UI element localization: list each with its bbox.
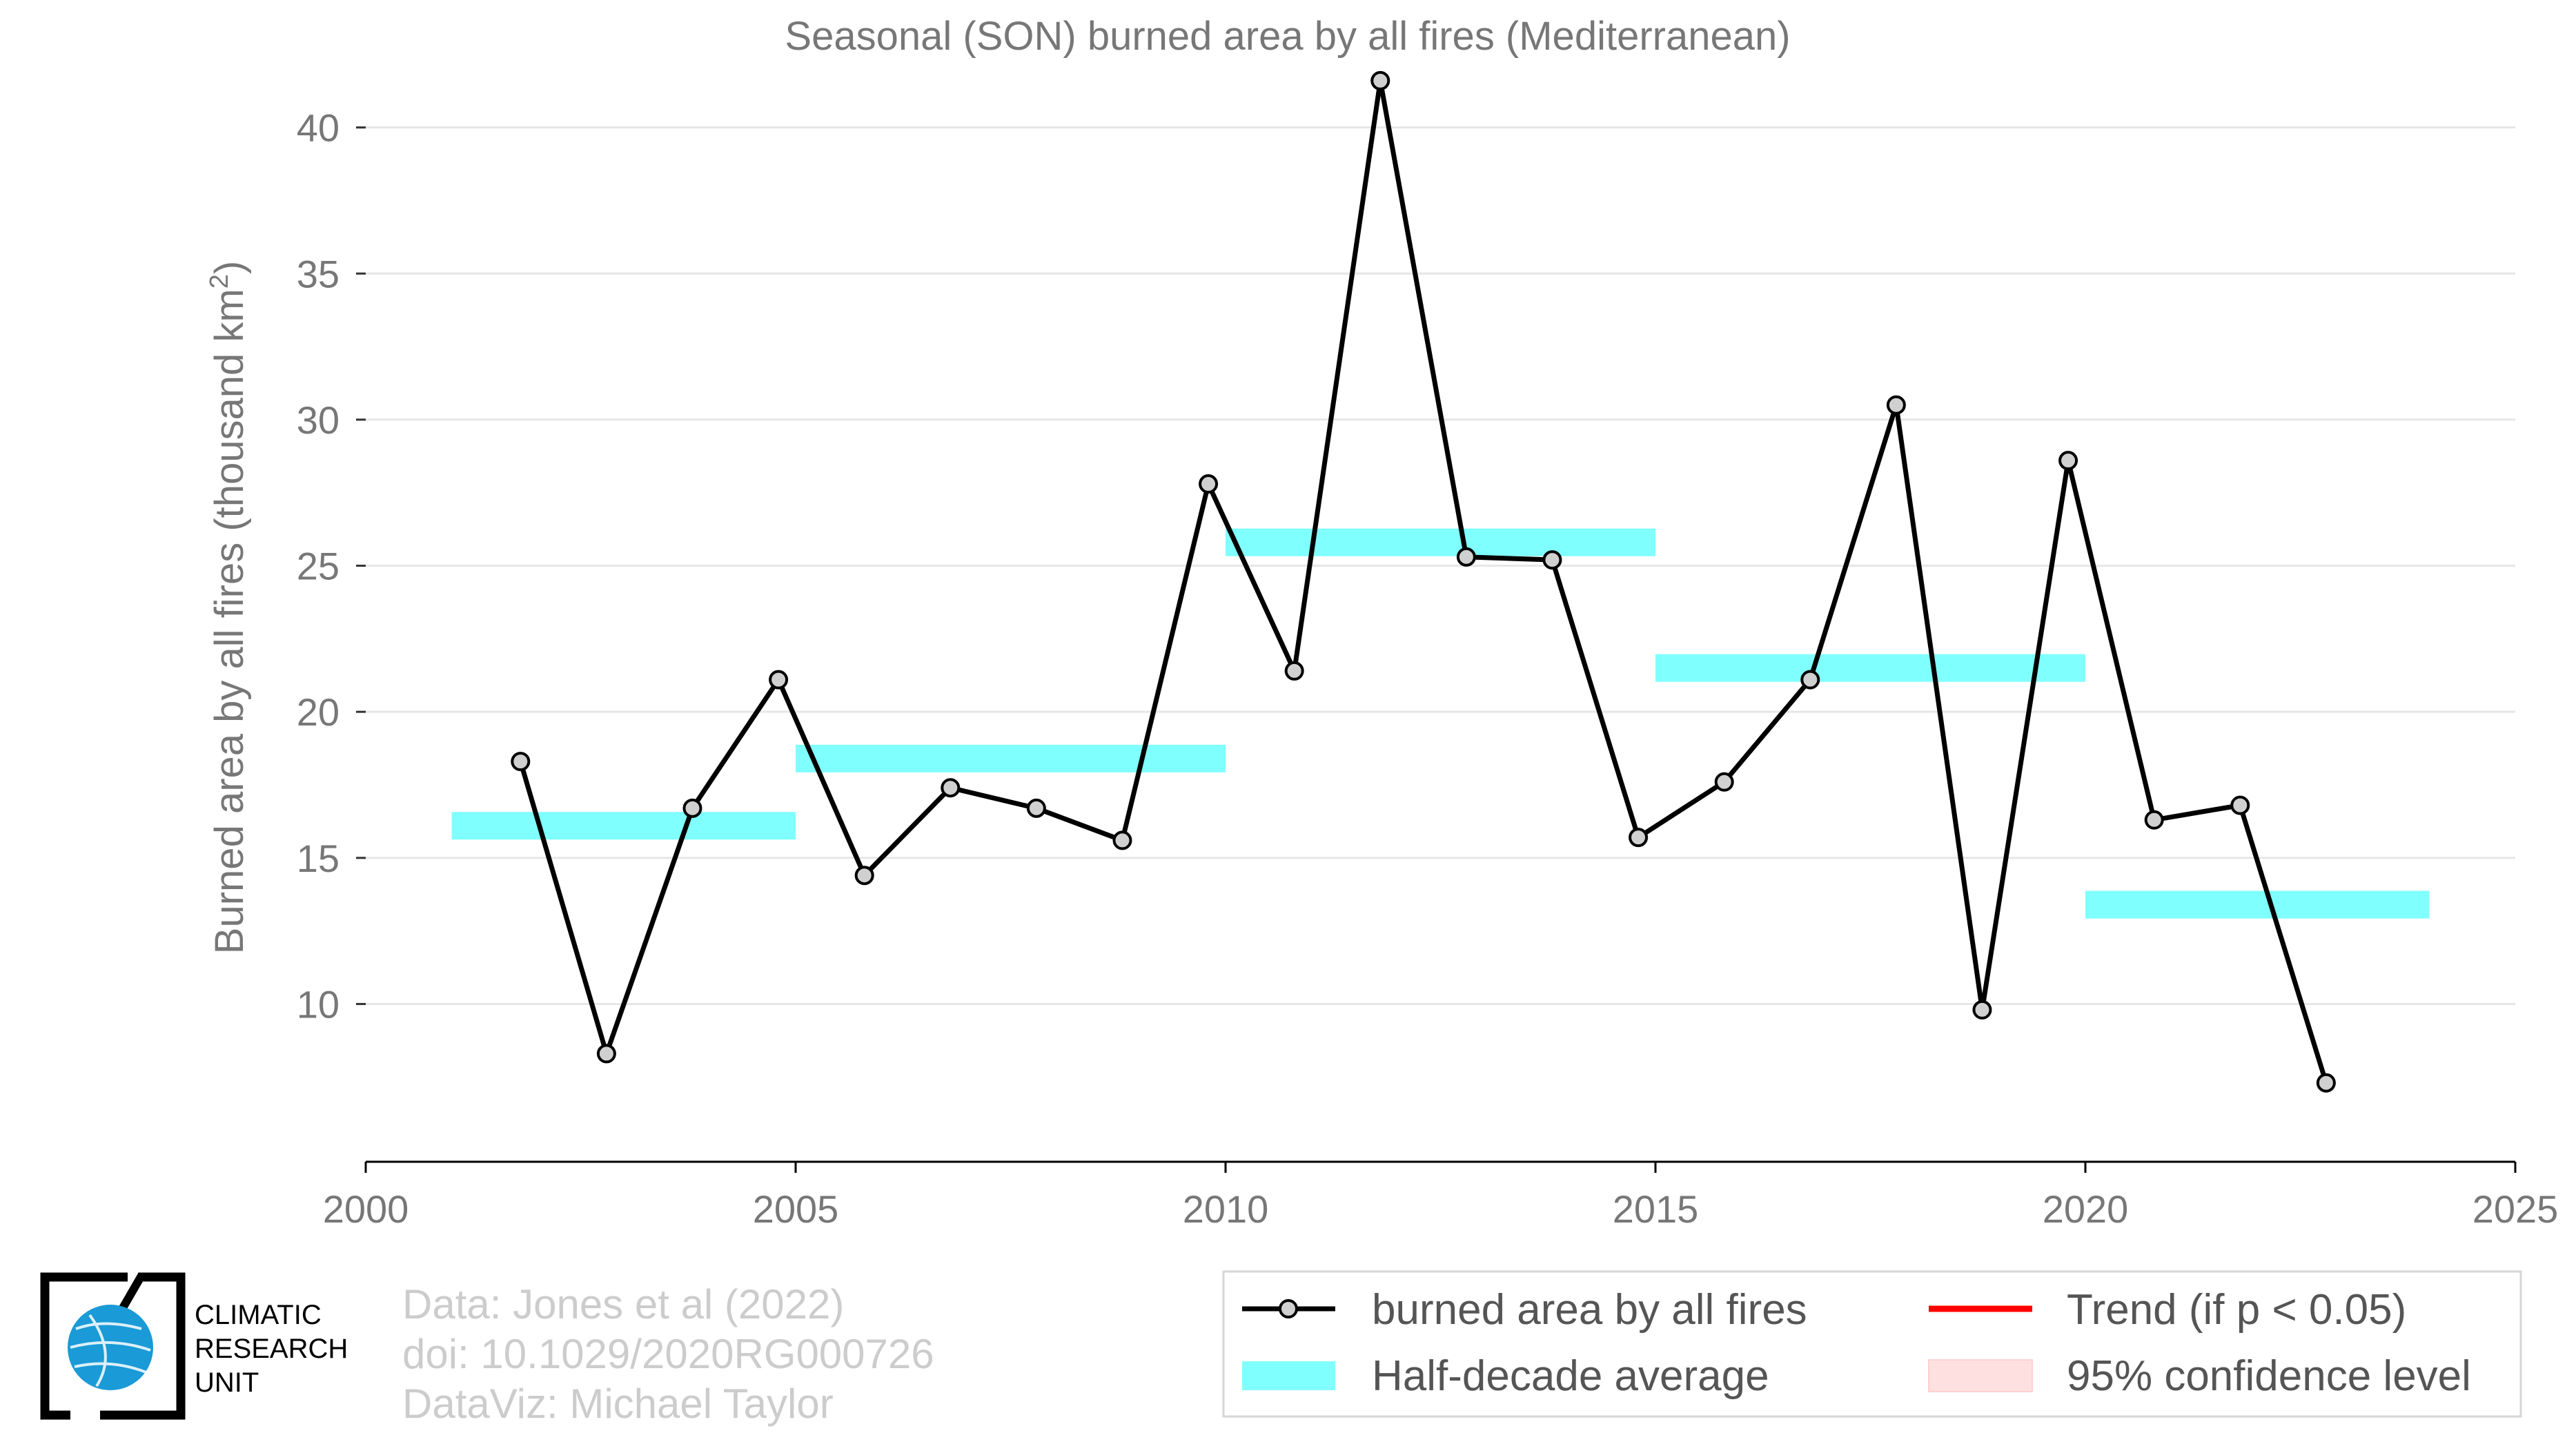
data-point bbox=[1284, 661, 1304, 681]
logo-text-research: RESEARCH bbox=[195, 1334, 348, 1364]
data-point bbox=[1199, 474, 1219, 494]
cru-logo: CLIMATIC RESEARCH UNIT bbox=[40, 1272, 348, 1420]
series-line bbox=[518, 80, 2329, 1084]
globe-lines bbox=[70, 1314, 151, 1387]
series-layer bbox=[511, 70, 2336, 1093]
data-point bbox=[1800, 670, 1820, 690]
data-point bbox=[1370, 70, 1390, 90]
x-tick-label: 2025 bbox=[2472, 1187, 2559, 1231]
credit-dataviz: DataViz: Michael Taylor bbox=[402, 1381, 834, 1427]
y-tick-label: 30 bbox=[297, 398, 340, 442]
legend-half-decade-label: Half-decade average bbox=[1372, 1352, 1769, 1400]
x-axis-ticks: 2000 2005 2010 2015 2020 2025 bbox=[323, 1162, 2559, 1231]
grid-lines bbox=[366, 126, 2515, 1005]
logo-text-unit: UNIT bbox=[195, 1367, 259, 1398]
data-point bbox=[1886, 395, 1906, 415]
half-decade-bar bbox=[796, 744, 1226, 772]
y-axis-title-main: Burned area by all fires (thousand km bbox=[207, 289, 252, 954]
half-decade-bar bbox=[1226, 528, 1655, 556]
data-point bbox=[1629, 828, 1649, 848]
x-tick-label: 2020 bbox=[2043, 1187, 2129, 1231]
data-point bbox=[2144, 810, 2164, 830]
legend-item-confidence: 95% confidence level bbox=[1928, 1352, 2471, 1400]
y-tick-label: 10 bbox=[297, 982, 340, 1026]
y-axis-title: Burned area by all fires (thousand km2) bbox=[205, 261, 252, 954]
logo-text-climatic: CLIMATIC bbox=[195, 1300, 322, 1330]
data-point bbox=[1112, 830, 1132, 850]
legend-series-label: burned area by all fires bbox=[1372, 1286, 1807, 1334]
data-point bbox=[511, 752, 531, 772]
data-point bbox=[769, 670, 789, 690]
data-point bbox=[1542, 550, 1562, 570]
data-point bbox=[1026, 798, 1046, 818]
logo-bracket-left bbox=[40, 1272, 128, 1420]
x-tick-label: 2005 bbox=[753, 1187, 839, 1231]
y-tick-label: 20 bbox=[297, 690, 340, 734]
data-point bbox=[2316, 1073, 2336, 1093]
x-tick-label: 2015 bbox=[1613, 1187, 1699, 1231]
x-tick-label: 2010 bbox=[1183, 1187, 1269, 1231]
y-axis-title-close: ) bbox=[207, 261, 252, 274]
y-tick-label: 35 bbox=[297, 252, 340, 295]
data-point bbox=[1714, 772, 1734, 792]
y-tick-label: 40 bbox=[297, 106, 340, 150]
y-axis-title-superscript: 2 bbox=[205, 274, 234, 289]
data-point bbox=[1456, 547, 1476, 567]
x-tick-label: 2000 bbox=[323, 1187, 409, 1231]
legend-item-half-decade: Half-decade average bbox=[1242, 1352, 1769, 1400]
data-point bbox=[2230, 795, 2250, 815]
half-decade-bar bbox=[451, 812, 796, 840]
y-axis-ticks: 10 15 20 25 30 35 40 bbox=[297, 106, 366, 1026]
data-point bbox=[2058, 451, 2078, 471]
legend: burned area by all fires Trend (if p < 0… bbox=[1222, 1270, 2522, 1418]
data-point bbox=[1972, 1000, 1992, 1020]
data-point bbox=[854, 866, 874, 886]
legend-box bbox=[1222, 1270, 2522, 1418]
data-point bbox=[682, 798, 702, 818]
legend-series-swatch-marker bbox=[1279, 1299, 1298, 1318]
y-tick-label: 25 bbox=[297, 545, 340, 588]
data-point bbox=[596, 1044, 616, 1064]
logo-bracket-right bbox=[100, 1272, 186, 1420]
y-tick-label: 15 bbox=[297, 837, 340, 880]
legend-item-series: burned area by all fires bbox=[1242, 1286, 1807, 1334]
half-decade-bar bbox=[2085, 890, 2430, 919]
legend-item-trend: Trend (if p < 0.05) bbox=[1929, 1286, 2406, 1334]
legend-half-decade-swatch bbox=[1242, 1361, 1335, 1390]
credit-data: Data: Jones et al (2022) bbox=[402, 1281, 844, 1327]
half-decade-bar bbox=[1655, 654, 2085, 682]
legend-confidence-swatch bbox=[1928, 1359, 2033, 1392]
legend-confidence-label: 95% confidence level bbox=[2067, 1352, 2471, 1400]
chart-title: Seasonal (SON) burned area by all fires … bbox=[785, 14, 1790, 59]
data-point bbox=[941, 778, 961, 798]
credit-doi: doi: 10.1029/2020RG000726 bbox=[402, 1331, 934, 1377]
half-decade-bands bbox=[451, 528, 2430, 919]
legend-trend-label: Trend (if p < 0.05) bbox=[2067, 1286, 2406, 1334]
